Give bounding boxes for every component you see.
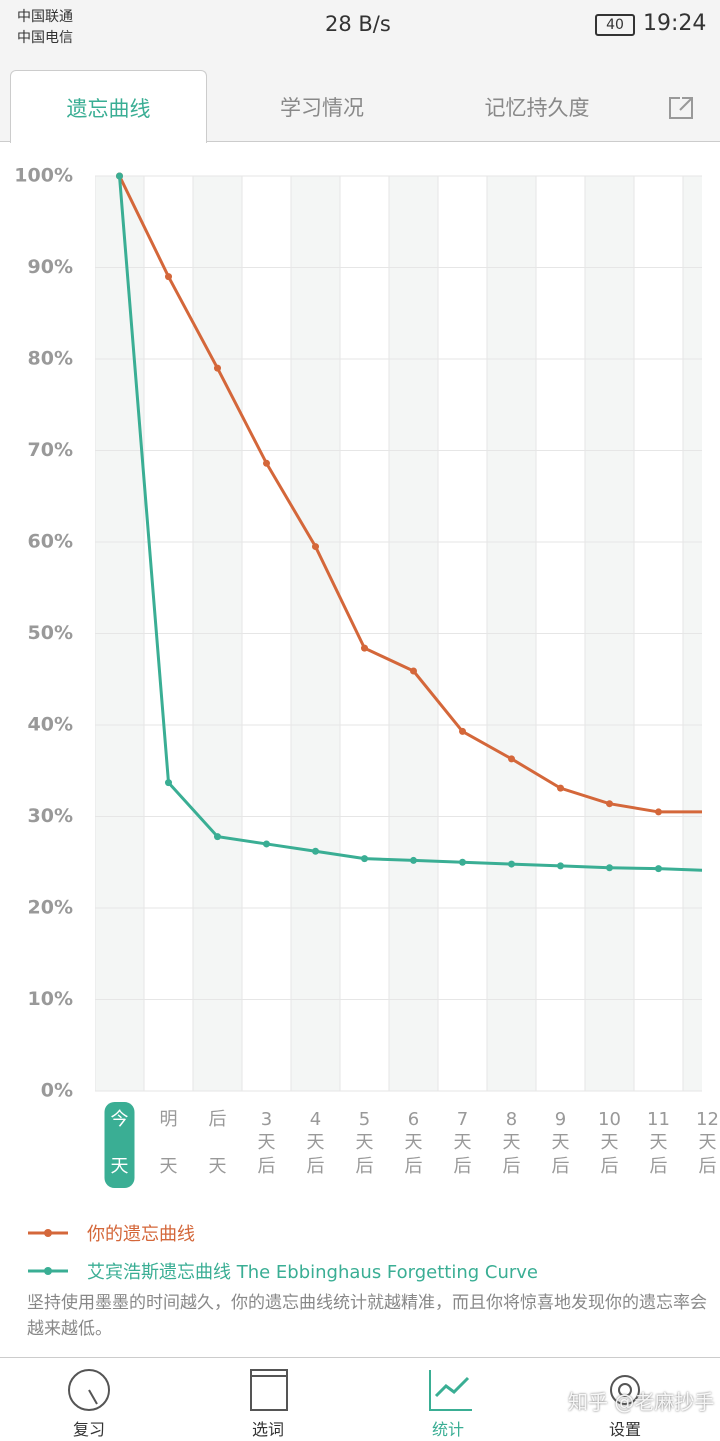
tab[interactable]: 学习情况 <box>280 96 364 120</box>
nav-label[interactable]: 设置 <box>608 1420 642 1439</box>
watermark: 知乎 @老麻抄手 <box>568 1390 715 1414</box>
share-icon[interactable] <box>668 96 696 120</box>
y-tick-label: 100% <box>14 165 73 187</box>
data-point <box>312 847 319 855</box>
data-point <box>214 833 221 841</box>
nav-icons <box>68 1369 640 1411</box>
legend-item: 你的遗忘曲线 <box>28 1218 195 1248</box>
tab[interactable]: 记忆持久度 <box>484 96 590 120</box>
x-tick-label: 4 天后 <box>307 1109 325 1177</box>
x-tick-label: 11 天后 <box>647 1109 670 1177</box>
data-point <box>214 364 221 372</box>
x-tick-label: 7 天后 <box>454 1109 472 1177</box>
y-tick-label: 0% <box>41 1080 73 1102</box>
carrier: 中国联通 <box>17 9 73 25</box>
clock: 19:24 <box>643 11 707 36</box>
nav-label[interactable]: 选词 <box>251 1420 285 1439</box>
tab-active[interactable]: 遗忘曲线 <box>10 70 207 143</box>
y-tick-label: 90% <box>28 256 73 278</box>
data-point <box>410 856 417 864</box>
y-tick-label: 80% <box>28 348 73 370</box>
data-point <box>508 755 515 763</box>
data-point <box>263 459 270 467</box>
data-point <box>263 840 270 848</box>
legend-item: 艾宾浩斯遗忘曲线 The Ebbinghaus Forgetting Curve <box>28 1256 538 1286</box>
tab-bar: 遗忘曲线 学习情况 记忆持久度 <box>0 70 720 143</box>
nav-label[interactable]: 统计 <box>431 1420 465 1439</box>
y-tick-label: 30% <box>28 805 73 827</box>
y-tick-label: 10% <box>28 988 73 1010</box>
today-highlight <box>104 1102 135 1188</box>
data-point <box>410 667 417 675</box>
x-tick-label: 6 天后 <box>405 1109 423 1177</box>
x-tick-label: 3 天后 <box>258 1109 276 1177</box>
data-point <box>361 644 368 652</box>
data-point <box>655 865 662 873</box>
data-point <box>606 800 613 808</box>
note: 坚持使用墨墨的时间越久，你的遗忘曲线统计就越精准，而且你将惊喜地发现你的遗忘率会… <box>27 1293 707 1339</box>
legend-swatch <box>28 1267 68 1275</box>
data-point <box>116 172 123 180</box>
data-point <box>557 862 564 870</box>
bottom-nav: 复习 选词 统计 设置 知乎 @老麻抄手 <box>0 1357 720 1441</box>
x-tick-label: 明天 <box>160 1109 178 1177</box>
data-point <box>312 543 319 551</box>
nav-label[interactable]: 复习 <box>72 1420 106 1439</box>
data-point <box>508 860 515 868</box>
net-speed: 28 B/s <box>325 12 391 36</box>
status-bar: 中国联通 中国电信 28 B/s 40 19:24 <box>0 0 720 70</box>
battery: 40 <box>595 14 635 36</box>
carrier: 中国电信 <box>17 30 73 46</box>
data-point <box>704 808 711 815</box>
data-point <box>655 808 662 816</box>
x-tick-label: 后天 <box>209 1109 227 1177</box>
x-tick-label: 8 天后 <box>503 1109 521 1177</box>
y-tick-label: 60% <box>28 531 73 553</box>
y-tick-label: 50% <box>28 622 73 644</box>
data-point <box>361 855 368 863</box>
data-point <box>165 273 172 281</box>
legend-label: 你的遗忘曲线 <box>87 1224 195 1245</box>
legend-label: 艾宾浩斯遗忘曲线 The Ebbinghaus Forgetting Curve <box>87 1262 539 1283</box>
data-point <box>704 867 711 874</box>
y-tick-label: 20% <box>28 897 73 919</box>
data-point <box>606 864 613 872</box>
x-tick-label: 5 天后 <box>356 1109 374 1177</box>
x-tick-label: 12 天后 <box>696 1109 719 1177</box>
y-tick-label: 40% <box>28 714 73 736</box>
x-tick-label: 10 天后 <box>598 1109 621 1177</box>
x-tick-label: 今天 <box>111 1109 129 1177</box>
legend-swatch <box>28 1229 68 1237</box>
y-tick-label: 70% <box>28 439 73 461</box>
x-tick-label: 9 天后 <box>552 1109 570 1177</box>
data-point <box>459 727 466 735</box>
data-point <box>459 858 466 866</box>
data-point <box>557 784 564 792</box>
data-point <box>165 779 172 787</box>
